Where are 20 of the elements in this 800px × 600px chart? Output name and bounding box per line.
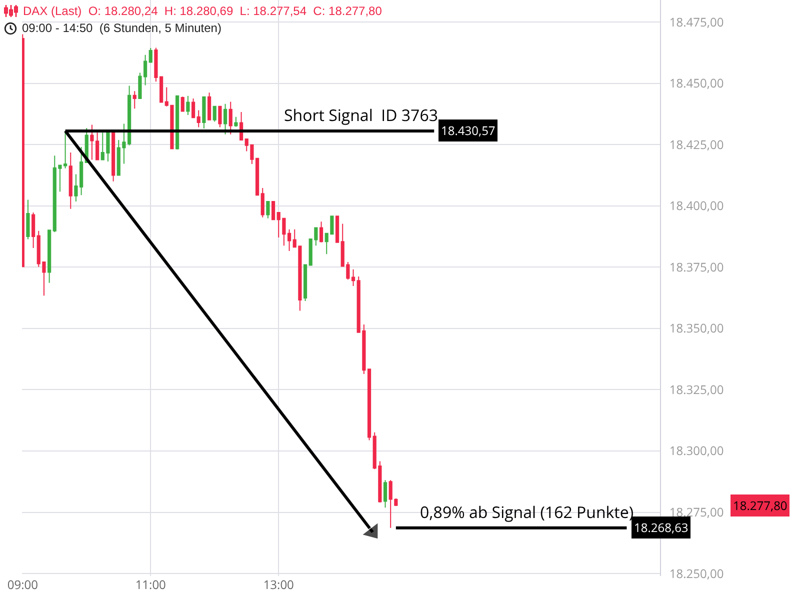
data-label: 18.430,57 [441,122,496,139]
y-tick-label: 18.250,00 [669,564,724,582]
x-tick-label: 09:00 [7,576,38,593]
y-tick-label: 18.450,00 [669,74,724,92]
y-tick-label: 18.350,00 [669,320,724,337]
chart-title: DAX (Last) O: 18.280,24 H: 18.280,69 L: 18.277,54 C: 18.277,80 [23,4,382,18]
y-tick-label: 18.475,00 [669,13,724,30]
y-tick-label: 18.425,00 [669,136,724,153]
x-tick-label: 11:00 [135,576,166,593]
x-tick-label: 13:00 [263,576,294,593]
y-tick-label: 18.300,00 [669,442,724,460]
annotation: 0,89% ab Signal (162 Punkte) [420,501,634,523]
text: 09:00 - 14:50 (6 Stunden, 5 Minuten) [22,21,222,35]
data-label: 18.268,63 [634,519,688,536]
text: 18.277,80 [733,497,788,514]
y-tick-label: 18.325,00 [669,380,724,398]
y-tick-label: 18.275,00 [669,503,724,520]
annotation: Short Signal ID 3763 [284,104,438,126]
y-tick-label: 18.400,00 [669,197,724,214]
y-tick-label: 18.375,00 [669,258,724,276]
